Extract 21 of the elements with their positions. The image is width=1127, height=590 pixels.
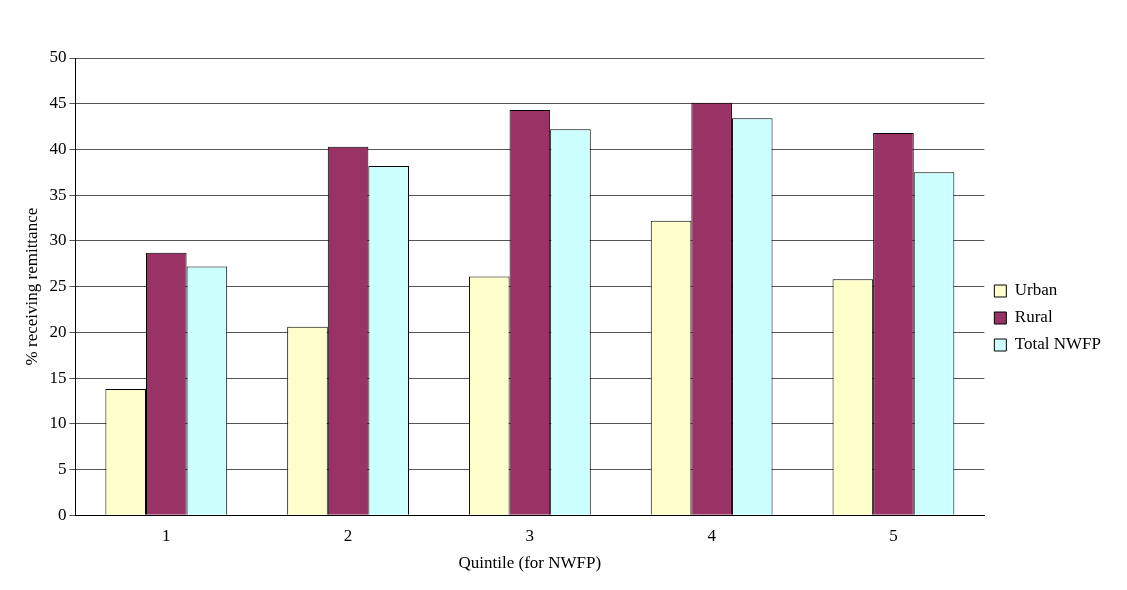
- y-tick-label: 15: [49, 367, 67, 387]
- y-tick-label: 0: [57, 504, 67, 524]
- y-tick-label: 30: [49, 230, 67, 250]
- y-tick-label: 25: [49, 276, 67, 296]
- y-tick-label: 35: [49, 184, 67, 204]
- x-tick-label: 1: [162, 525, 171, 545]
- legend-label: Total NWFP: [1014, 334, 1101, 354]
- x-tick-label: 2: [343, 525, 353, 545]
- y-tick-label: 20: [49, 321, 67, 341]
- y-tick-label: 5: [57, 458, 67, 478]
- x-tick-label: 4: [707, 525, 717, 545]
- y-axis-title: % receiving remittance: [21, 207, 41, 366]
- legend-label: Urban: [1014, 280, 1058, 300]
- legend-label: Rural: [1014, 307, 1053, 327]
- y-tick-label: 50: [49, 47, 67, 67]
- y-tick-label: 40: [49, 138, 67, 158]
- y-tick-label: 45: [49, 93, 67, 113]
- x-tick-label: 5: [889, 525, 898, 545]
- x-axis-title: Quintile (for NWFP): [458, 553, 602, 573]
- y-tick-label: 10: [49, 413, 67, 433]
- x-tick-label: 3: [525, 525, 535, 545]
